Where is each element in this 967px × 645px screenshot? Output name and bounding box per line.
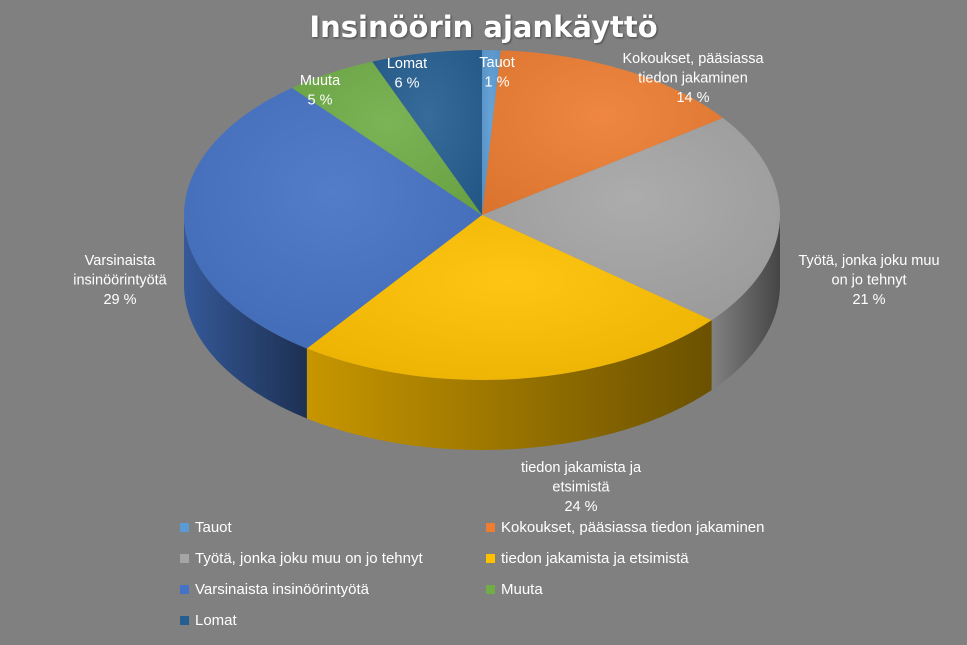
- pie-slice-kokoukset-p-siassa-tiedon-jakaminen: [482, 50, 724, 215]
- pie-slice-muuta: [292, 61, 482, 215]
- data-label-muuta: Muuta 5 %: [300, 73, 341, 109]
- pie-side-tiedon-jakamista-ja-etsimist: [306, 320, 712, 450]
- pie-slice-lomat: [372, 50, 482, 215]
- data-label-kokoukset-p-siassa-tiedon-jakaminen: Kokoukset, pääsiassa tiedon jakaminen 14 %: [622, 51, 764, 106]
- pie-side-varsinaista-insin-rinty-t: [184, 215, 307, 419]
- pie-side-ty-t-jonka-joku-muu-on-jo-tehnyt: [711, 215, 780, 391]
- pie-slice-varsinaista-insin-rinty-t: [183, 87, 482, 349]
- data-label-varsinaista-insin-rinty-t: Varsinaista insinöörintyötä 29 %: [73, 253, 167, 308]
- data-label-lomat: Lomat 6 %: [387, 56, 427, 92]
- pie-slice-ty-t-jonka-joku-muu-on-jo-tehnyt: [482, 118, 780, 321]
- data-label-tauot: Tauot 1 %: [479, 55, 514, 91]
- chart-title: Insinöörin ajankäyttö: [309, 10, 658, 44]
- pie-slice-tiedon-jakamista-ja-etsimist: [306, 215, 712, 380]
- pie-slice-tauot: [482, 50, 501, 215]
- data-label-tiedon-jakamista-ja-etsimist: tiedon jakamista ja etsimistä 24 %: [521, 460, 642, 515]
- data-label-ty-t-jonka-joku-muu-on-jo-tehnyt: Työtä, jonka joku muu on jo tehnyt 21 %: [798, 253, 939, 308]
